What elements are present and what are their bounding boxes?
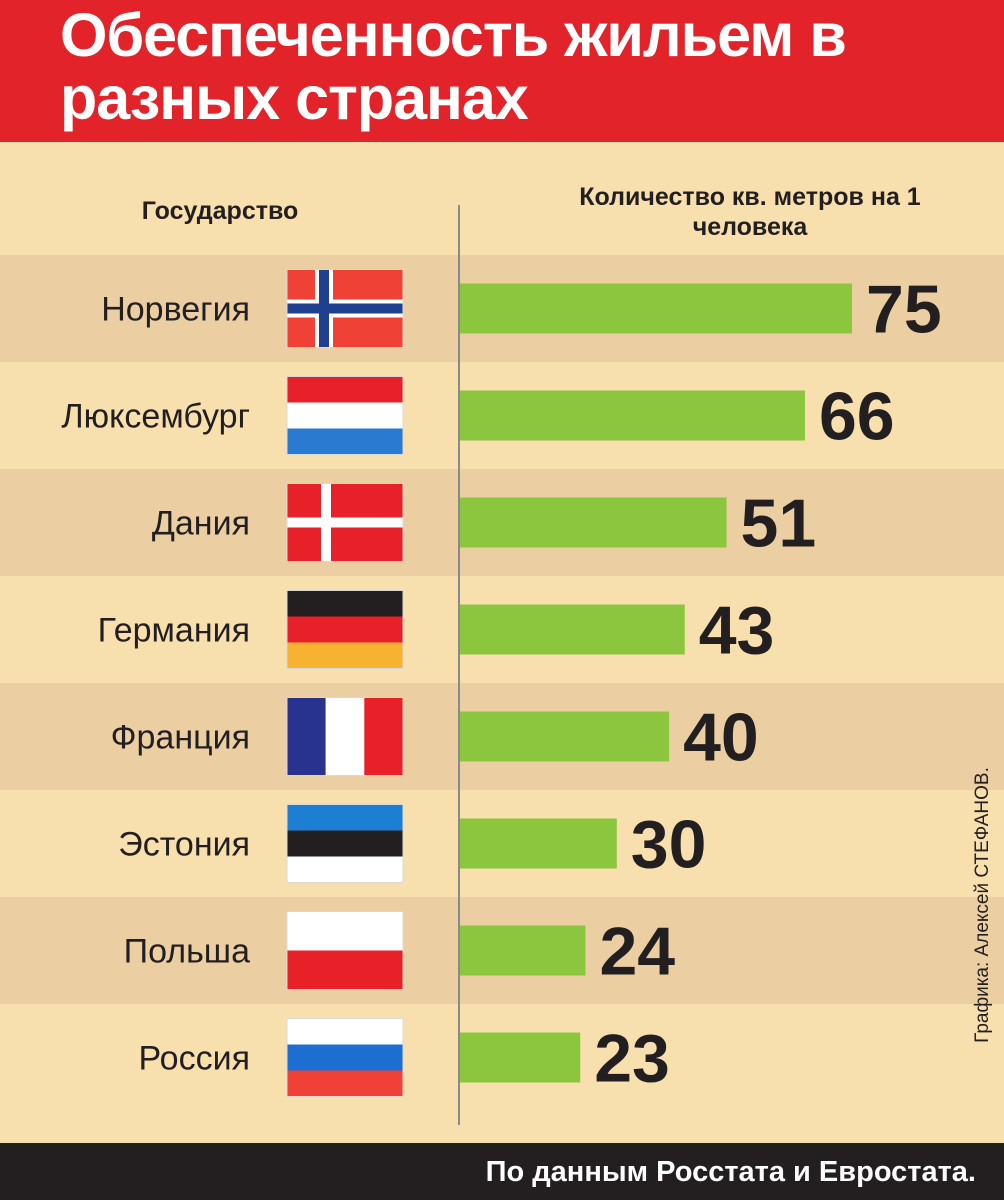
country-label: Эстония xyxy=(118,826,250,864)
country-label: Норвегия xyxy=(101,291,250,329)
title-bar: Обеспеченность жильем в разных странах xyxy=(0,0,1004,142)
country-column-header: Государство xyxy=(141,197,299,225)
value-label: 30 xyxy=(631,807,707,883)
norway-flag xyxy=(286,269,404,348)
bar xyxy=(460,497,727,548)
bar xyxy=(460,604,685,655)
france-flag xyxy=(286,697,404,776)
bar xyxy=(460,925,586,976)
value-column-header: Количество кв. метров на 1 человека xyxy=(579,183,921,241)
value-label: 43 xyxy=(699,593,775,669)
country-label: Польша xyxy=(124,933,250,971)
value-label: 24 xyxy=(599,914,675,990)
source-note: По данным Росстата и Евростата. xyxy=(485,1156,976,1188)
bar xyxy=(460,818,617,869)
value-label: 40 xyxy=(683,700,759,776)
graphics-credit: Графика: Алексей СТЕФАНОВ. xyxy=(972,767,993,1043)
value-label: 51 xyxy=(741,486,817,562)
country-label: Франция xyxy=(111,719,250,757)
country-label: Люксембург xyxy=(61,398,250,436)
chart-title: Обеспеченность жильем в разных странах xyxy=(60,1,847,132)
bar xyxy=(460,711,670,762)
country-label: Германия xyxy=(98,612,250,650)
denmark-flag xyxy=(286,483,404,562)
russia-flag xyxy=(286,1018,404,1097)
bar xyxy=(460,1032,581,1083)
value-label: 23 xyxy=(594,1021,670,1097)
country-label: Дания xyxy=(152,505,250,543)
bar xyxy=(460,283,852,334)
germany-flag xyxy=(286,590,404,669)
value-label: 66 xyxy=(819,379,895,455)
country-label: Россия xyxy=(139,1040,251,1078)
footer-bar: По данным Росстата и Евростата. xyxy=(0,1143,1004,1200)
luxembourg-flag xyxy=(286,376,404,455)
value-label: 75 xyxy=(866,272,942,348)
bar xyxy=(460,390,805,441)
estonia-flag xyxy=(286,804,404,883)
poland-flag xyxy=(286,911,404,990)
